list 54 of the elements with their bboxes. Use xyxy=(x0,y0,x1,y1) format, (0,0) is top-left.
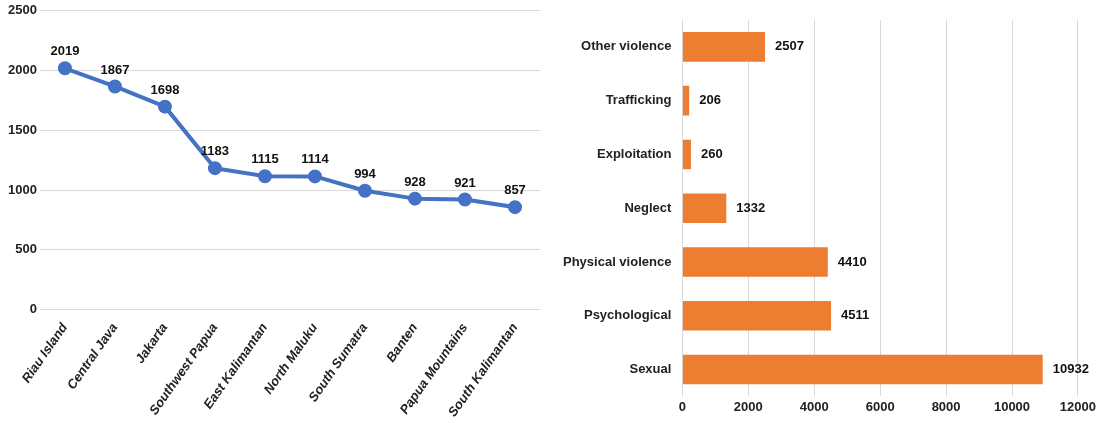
x-tick-label: 4000 xyxy=(799,398,829,414)
y-tick-label: 2500 xyxy=(8,2,37,18)
bar xyxy=(682,193,727,223)
point xyxy=(457,192,472,207)
point xyxy=(257,169,272,184)
point xyxy=(508,200,522,215)
data-label: 4511 xyxy=(841,307,870,323)
y-tick-label: 1000 xyxy=(8,181,37,197)
data-label: 1114 xyxy=(301,151,330,167)
x-tick-label: 2000 xyxy=(733,398,763,414)
y-tick-label: Exploitation xyxy=(597,146,672,162)
y-tick-label: Other violence xyxy=(581,38,672,54)
y-tick-label: Trafficking xyxy=(605,92,672,108)
y-tick-label: 2000 xyxy=(8,62,37,78)
point xyxy=(407,191,422,206)
point xyxy=(357,183,372,198)
data-label: 2019 xyxy=(50,43,80,59)
point xyxy=(207,161,222,176)
data-label: 1115 xyxy=(251,151,279,167)
y-tick-label: Physical violence xyxy=(562,253,672,269)
y-tick-label: 1500 xyxy=(8,121,37,137)
x-tick-label: 0 xyxy=(678,398,687,414)
y-tick-label: Neglect xyxy=(624,199,673,215)
point xyxy=(57,61,72,76)
bar xyxy=(682,354,1043,385)
y-tick-label: Psychological xyxy=(583,307,672,323)
bar xyxy=(682,32,766,62)
data-label: 1332 xyxy=(736,199,766,215)
x-tick-label: 8000 xyxy=(931,398,961,414)
data-label: 928 xyxy=(404,173,426,189)
bar xyxy=(682,300,832,331)
bar xyxy=(682,139,691,170)
data-label: 10932 xyxy=(1052,361,1089,377)
data-label: 4410 xyxy=(837,253,867,269)
data-label: 260 xyxy=(700,146,723,162)
bar xyxy=(682,85,690,116)
x-tick-label: 10000 xyxy=(993,398,1031,414)
data-label: 2507 xyxy=(775,38,804,54)
y-tick-label: 0 xyxy=(29,301,37,317)
x-tick-label: 12000 xyxy=(1059,398,1096,414)
data-label: 994 xyxy=(354,165,377,181)
point xyxy=(157,99,172,114)
bar xyxy=(682,247,828,277)
point xyxy=(307,169,322,184)
y-tick-label: Sexual xyxy=(629,361,672,377)
point xyxy=(107,79,122,94)
y-tick-label: 500 xyxy=(15,241,37,257)
data-label: 857 xyxy=(504,182,526,198)
data-label: 1183 xyxy=(200,143,230,159)
data-label: 1867 xyxy=(100,61,130,77)
data-label: 1698 xyxy=(150,81,180,97)
data-label: 921 xyxy=(454,174,476,190)
x-tick-label: 6000 xyxy=(865,398,895,414)
data-label: 206 xyxy=(699,92,721,108)
